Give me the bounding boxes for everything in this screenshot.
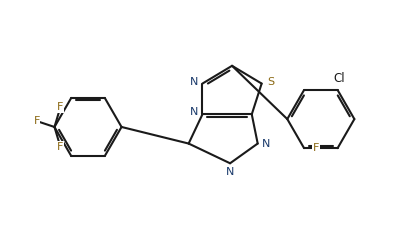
- Text: N: N: [262, 138, 271, 148]
- Text: S: S: [267, 76, 274, 86]
- Text: F: F: [313, 143, 319, 153]
- Text: N: N: [226, 167, 234, 177]
- Text: F: F: [57, 102, 64, 112]
- Text: N: N: [191, 76, 199, 86]
- Text: Cl: Cl: [334, 72, 345, 86]
- Text: F: F: [57, 142, 64, 152]
- Text: N: N: [191, 107, 199, 117]
- Text: F: F: [33, 116, 40, 126]
